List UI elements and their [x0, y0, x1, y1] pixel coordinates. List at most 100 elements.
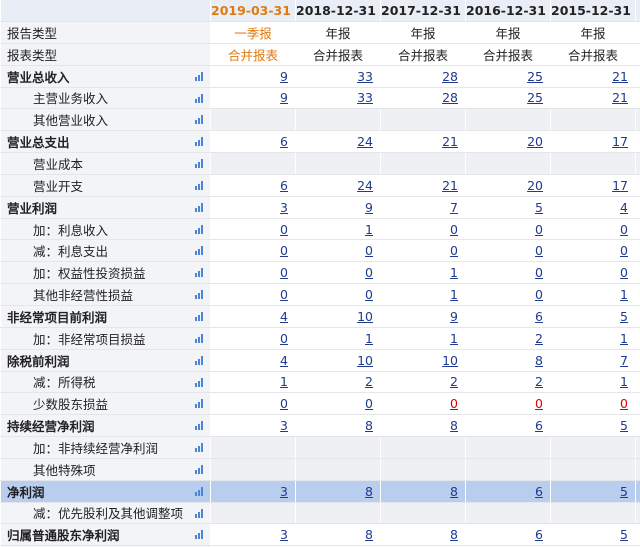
value-link[interactable]: 10	[442, 352, 458, 368]
value-link[interactable]: 0	[280, 243, 288, 259]
value-link[interactable]: 0	[535, 265, 543, 281]
value-link[interactable]: 3	[280, 483, 288, 499]
value-link[interactable]: 5	[620, 483, 628, 499]
value-link[interactable]: 17	[612, 177, 628, 193]
value-link[interactable]: 3	[280, 527, 288, 543]
chart-icon[interactable]	[195, 267, 205, 278]
value-link[interactable]: 24	[357, 134, 373, 150]
value-link[interactable]: 1	[450, 330, 458, 346]
chart-icon[interactable]	[195, 311, 205, 321]
value-link[interactable]: 21	[442, 134, 458, 150]
value-link[interactable]: 1	[280, 374, 288, 390]
chart-icon[interactable]	[195, 333, 205, 343]
value-link[interactable]: 5	[620, 418, 628, 434]
value-link[interactable]: 8	[450, 527, 458, 543]
value-link[interactable]: 0	[365, 287, 373, 303]
value-link[interactable]: 1	[620, 287, 628, 303]
value-link[interactable]: 4	[280, 308, 288, 324]
value-link[interactable]: 0	[280, 221, 288, 237]
value-link[interactable]: 2	[365, 374, 373, 390]
value-link[interactable]: 2	[535, 374, 543, 390]
value-link[interactable]: 3	[280, 199, 288, 215]
chart-icon[interactable]	[195, 508, 205, 518]
chart-icon[interactable]	[195, 355, 205, 365]
value-link[interactable]: 10	[357, 308, 373, 324]
value-link[interactable]: 0	[365, 396, 373, 412]
value-link[interactable]: 1	[620, 374, 628, 390]
value-link[interactable]: 9	[450, 308, 458, 324]
value-link[interactable]: 3	[280, 418, 288, 434]
value-link[interactable]: 9	[280, 68, 288, 84]
value-link[interactable]: 0	[535, 221, 543, 237]
value-link[interactable]: 33	[357, 68, 373, 84]
value-link[interactable]: 0	[535, 396, 543, 412]
chart-icon[interactable]	[195, 420, 205, 431]
chart-icon[interactable]	[195, 486, 205, 496]
chart-icon[interactable]	[195, 377, 205, 387]
value-link[interactable]: 1	[365, 330, 373, 346]
value-link[interactable]: 20	[527, 177, 543, 193]
value-link[interactable]: 6	[535, 483, 543, 499]
value-link[interactable]: 0	[620, 243, 628, 259]
chart-icon[interactable]	[195, 93, 205, 103]
value-link[interactable]: 25	[527, 90, 543, 106]
value-link[interactable]: 0	[620, 396, 628, 412]
chart-icon[interactable]	[195, 464, 205, 474]
value-link[interactable]: 4	[620, 199, 628, 215]
value-link[interactable]: 1	[450, 287, 458, 303]
value-link[interactable]: 1	[450, 265, 458, 281]
value-link[interactable]: 0	[535, 243, 543, 259]
value-link[interactable]: 9	[365, 199, 373, 215]
value-link[interactable]: 6	[280, 134, 288, 150]
value-link[interactable]: 1	[620, 330, 628, 346]
chart-icon[interactable]	[195, 224, 205, 234]
value-link[interactable]: 20	[527, 134, 543, 150]
value-link[interactable]: 5	[620, 527, 628, 543]
value-link[interactable]: 0	[450, 396, 458, 412]
value-link[interactable]: 7	[620, 352, 628, 368]
value-link[interactable]: 8	[365, 527, 373, 543]
value-link[interactable]: 24	[357, 177, 373, 193]
value-link[interactable]: 25	[527, 68, 543, 84]
value-link[interactable]: 8	[365, 483, 373, 499]
value-link[interactable]: 0	[620, 265, 628, 281]
value-link[interactable]: 5	[620, 308, 628, 324]
value-link[interactable]: 2	[450, 374, 458, 390]
value-link[interactable]: 8	[450, 483, 458, 499]
value-link[interactable]: 8	[450, 418, 458, 434]
chart-icon[interactable]	[195, 158, 205, 169]
value-link[interactable]: 4	[280, 352, 288, 368]
chart-icon[interactable]	[195, 136, 205, 147]
value-link[interactable]: 0	[365, 243, 373, 259]
value-link[interactable]: 1	[365, 221, 373, 237]
value-link[interactable]: 0	[620, 221, 628, 237]
value-link[interactable]: 17	[612, 134, 628, 150]
value-link[interactable]: 10	[357, 352, 373, 368]
value-link[interactable]: 21	[612, 90, 628, 106]
chart-icon[interactable]	[195, 71, 205, 81]
value-link[interactable]: 7	[450, 199, 458, 215]
chart-icon[interactable]	[195, 289, 205, 300]
chart-icon[interactable]	[195, 180, 205, 190]
chart-icon[interactable]	[195, 202, 205, 212]
value-link[interactable]: 5	[535, 199, 543, 215]
value-link[interactable]: 0	[280, 396, 288, 412]
value-link[interactable]: 28	[442, 68, 458, 84]
chart-icon[interactable]	[195, 398, 205, 409]
value-link[interactable]: 0	[450, 243, 458, 259]
value-link[interactable]: 6	[535, 308, 543, 324]
value-link[interactable]: 2	[535, 330, 543, 346]
chart-icon[interactable]	[195, 245, 205, 256]
chart-icon[interactable]	[195, 114, 205, 125]
chart-icon[interactable]	[195, 529, 205, 540]
value-link[interactable]: 9	[280, 90, 288, 106]
value-link[interactable]: 0	[280, 330, 288, 346]
value-link[interactable]: 0	[450, 221, 458, 237]
value-link[interactable]: 21	[612, 68, 628, 84]
value-link[interactable]: 0	[280, 287, 288, 303]
value-link[interactable]: 33	[357, 90, 373, 106]
value-link[interactable]: 0	[535, 287, 543, 303]
value-link[interactable]: 8	[535, 352, 543, 368]
value-link[interactable]: 28	[442, 90, 458, 106]
value-link[interactable]: 8	[365, 418, 373, 434]
